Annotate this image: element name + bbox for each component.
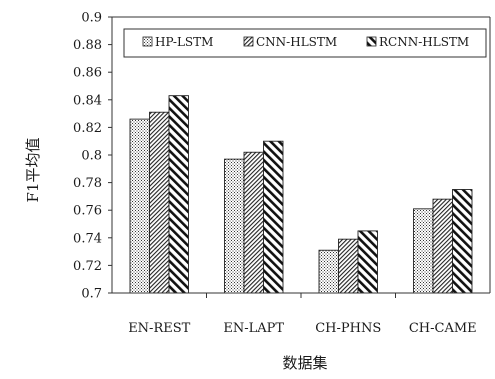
y-axis-label: F1平均值 [24,138,42,203]
bar-hp-lstm-en-lapt [224,158,245,294]
y-tick-label: 0.9 [81,11,102,26]
legend: HP-LSTM CNN-HLSTM RCNN-HLSTM [123,28,487,58]
bar-cnn-hlstm-ch-phns [338,238,359,294]
bar-rcnn-hlstm-ch-phns [357,230,378,294]
y-tick-label: 0.88 [73,38,102,53]
y-tick-label: 0.78 [73,176,102,191]
y-tick-label: 0.72 [73,259,102,274]
legend-swatch-hp-lstm [142,36,153,47]
bar-rcnn-hlstm-en-lapt [263,140,284,294]
legend-swatch-rcnn-hlstm [366,36,377,47]
bar-rcnn-hlstm-en-rest [168,95,189,294]
plot-frame [112,16,491,293]
y-tick-label: 0.84 [73,93,102,108]
legend-swatch-cnn-hlstm [243,36,254,47]
x-axis-label: 数据集 [282,354,327,372]
bar-cnn-hlstm-en-lapt [243,151,264,294]
y-tick-label: 0.7 [81,287,102,302]
y-tick-label: 0.76 [73,204,102,219]
bar-hp-lstm-ch-phns [318,249,339,294]
y-tick-label: 0.8 [81,149,102,164]
x-tick-label-en-lapt: EN-LAPT [223,321,284,336]
y-axis: 0.7 0.72 0.74 0.76 0.78 0.8 0.82 0.84 0.86 0.88 0.… [73,11,113,302]
bar-rcnn-hlstm-ch-came [452,189,473,294]
x-axis: EN-REST EN-LAPT CH-PHNS CH-CAME [112,292,490,336]
bars [129,95,473,294]
legend-label-hp-lstm: HP-LSTM [155,35,213,49]
bar-hp-lstm-en-rest [129,118,150,294]
x-tick-label-ch-phns: CH-PHNS [315,321,381,336]
legend-item-rcnn-hlstm: RCNN-HLSTM [366,35,469,49]
legend-box [123,28,487,58]
y-tick-label: 0.86 [73,66,102,81]
y-tick-label: 0.82 [73,121,102,136]
legend-label-rcnn-hlstm: RCNN-HLSTM [379,35,469,49]
bar-cnn-hlstm-ch-came [432,198,453,294]
y-tick-label: 0.74 [73,231,102,246]
x-tick-label-en-rest: EN-REST [128,321,190,336]
legend-item-hp-lstm: HP-LSTM [142,35,213,49]
legend-label-cnn-hlstm: CNN-HLSTM [256,35,337,49]
bar-hp-lstm-ch-came [413,208,434,294]
bar-cnn-hlstm-en-rest [149,111,170,294]
x-tick-label-ch-came: CH-CAME [409,321,477,336]
legend-item-cnn-hlstm: CNN-HLSTM [243,35,337,49]
